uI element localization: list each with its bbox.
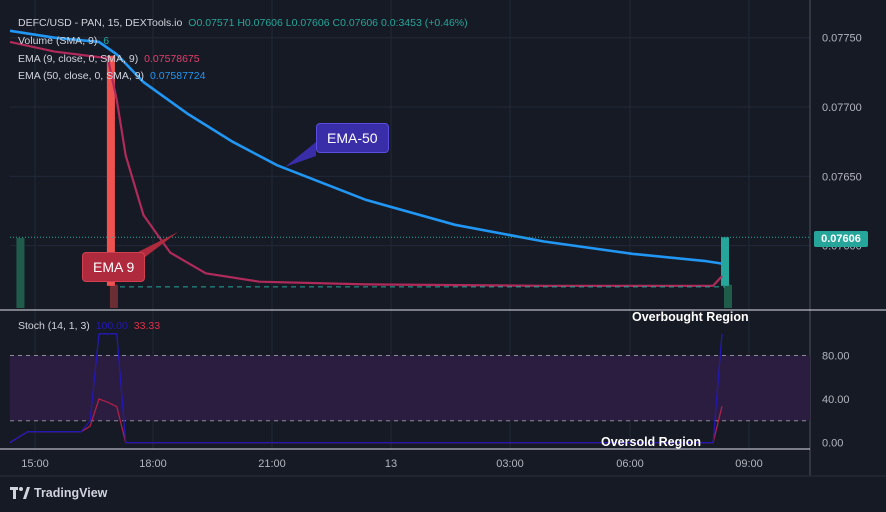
ema9-callout-pointer (136, 232, 178, 264)
candles (106, 55, 729, 286)
volume-label: Volume (SMA, 9) (18, 35, 98, 47)
stoch-tick-label: 80.00 (822, 351, 850, 363)
ema50-callout-pointer (285, 142, 316, 167)
candle (721, 237, 729, 286)
ema9-callout: EMA 9 (82, 252, 146, 282)
time-tick-label: 15:00 (21, 458, 49, 470)
header-legend: DEFC/USD - PAN, 15, DEXTools.io O0.07571… (18, 17, 471, 29)
volume-bar (109, 284, 118, 308)
stoch-d-value: 33.33 (133, 320, 161, 332)
ema9-line (9, 40, 723, 287)
overbought-label: Overbought Region (632, 310, 749, 324)
volume-bar (16, 238, 25, 308)
ohlc-values: O0.07571 H0.07606 L0.07606 C0.07606 0.0:… (188, 17, 468, 29)
stoch-tick-label: 40.00 (822, 394, 850, 406)
ema9-value: 0.07578675 (144, 53, 200, 65)
stoch-k-value: 100.00 (95, 320, 128, 332)
legend-ema9: EMA (9, close, 0, SMA, 9) 0.07578675 (18, 53, 203, 65)
price-tick-label: 0.07650 (822, 171, 862, 183)
candle (106, 55, 115, 286)
stoch-band (10, 355, 810, 421)
ema50-callout: EMA-50 (316, 123, 389, 153)
time-tick-label: 06:00 (616, 458, 644, 470)
tradingview-label: TradingView (34, 486, 108, 500)
stoch-tick-label: 0.00 (822, 438, 843, 450)
ema50-line (9, 29, 723, 265)
legend-volume: Volume (SMA, 9) 6 (18, 35, 112, 47)
stoch-label: Stoch (14, 1, 3) (18, 320, 90, 332)
time-tick-label: 03:00 (496, 458, 524, 470)
tradingview-icon (10, 487, 30, 499)
time-tick-label: 13 (385, 458, 397, 470)
volume-bars (16, 238, 732, 308)
volume-bar (724, 284, 732, 308)
stoch-k-line (9, 333, 723, 444)
time-tick-label: 18:00 (139, 458, 167, 470)
tradingview-logo[interactable]: TradingView (10, 486, 107, 500)
ema50-label: EMA (50, close, 0, SMA, 9) (18, 70, 145, 82)
price-tick-label: 0.07700 (822, 102, 862, 114)
price-tick-label: 0.07750 (822, 33, 862, 45)
oversold-label: Oversold Region (601, 435, 702, 449)
volume-value: 6 (103, 35, 110, 47)
stoch-lines (9, 333, 810, 444)
ema50-value: 0.07587724 (149, 70, 206, 82)
grid-lines (0, 0, 886, 477)
legend-stoch: Stoch (14, 1, 3) 100.00 33.33 (18, 320, 163, 332)
time-tick-label: 09:00 (735, 458, 763, 470)
legend-ema50: EMA (50, close, 0, SMA, 9) 0.07587724 (18, 70, 208, 82)
ema9-label: EMA (9, close, 0, SMA, 9) (18, 53, 139, 65)
price-tag: 0.07606 (814, 231, 868, 247)
time-tick-label: 21:00 (258, 458, 286, 470)
pair-title: DEFC/USD - PAN, 15, DEXTools.io (18, 17, 183, 29)
